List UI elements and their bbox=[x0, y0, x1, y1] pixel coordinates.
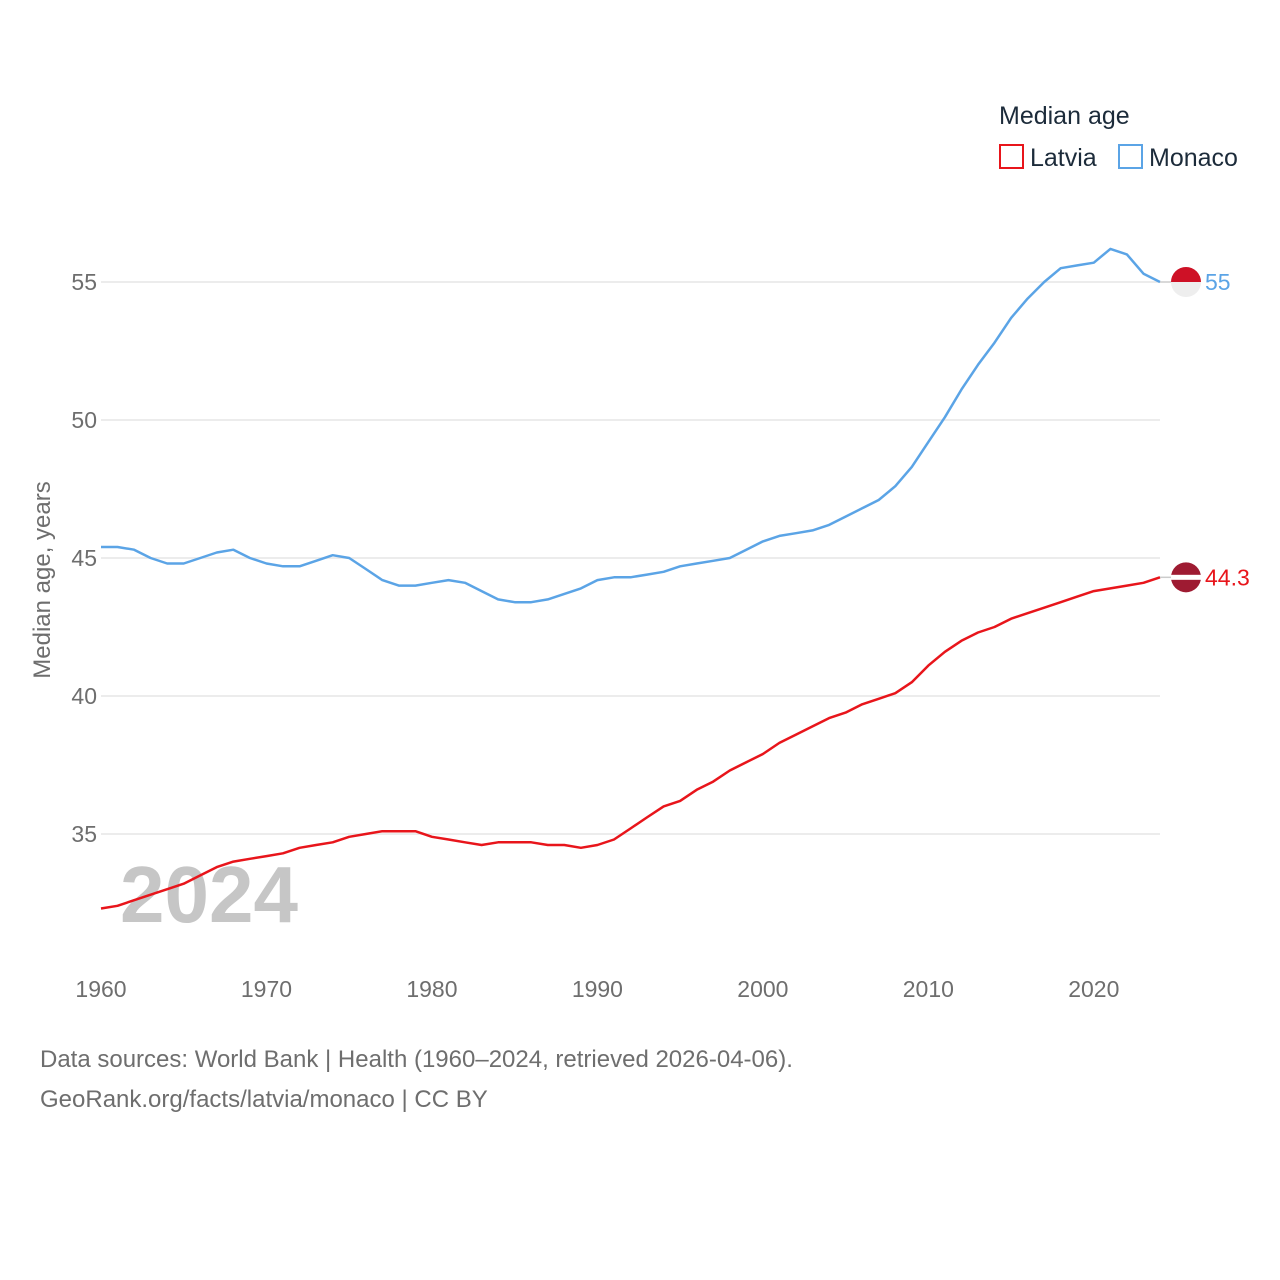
legend: Median age Latvia Monaco bbox=[999, 102, 1238, 172]
end-value-label-monaco: 55 bbox=[1205, 269, 1231, 295]
x-tick-label: 1980 bbox=[406, 976, 457, 1002]
legend-label-latvia[interactable]: Latvia bbox=[1030, 144, 1097, 172]
gridlines bbox=[101, 281, 1160, 835]
x-tick-label: 2000 bbox=[737, 976, 788, 1002]
latvia-flag-icon bbox=[1171, 562, 1201, 593]
y-tick-label: 45 bbox=[71, 545, 97, 571]
legend-swatch-monaco[interactable] bbox=[1118, 144, 1143, 169]
monaco-flag-icon bbox=[1171, 267, 1201, 297]
source-line-1: Data sources: World Bank | Health (1960–… bbox=[40, 1046, 793, 1073]
x-tick-label: 1970 bbox=[241, 976, 292, 1002]
series-end-markers: 44.3 55 bbox=[1160, 267, 1250, 593]
x-tick-label: 1960 bbox=[75, 976, 126, 1002]
x-tick-label: 1990 bbox=[572, 976, 623, 1002]
year-watermark: 2024 bbox=[120, 850, 298, 939]
y-axis-ticks: 35 40 45 50 55 bbox=[71, 269, 97, 847]
y-tick-label: 55 bbox=[71, 269, 97, 295]
y-tick-label: 35 bbox=[71, 821, 97, 847]
y-axis-label: Median age, years bbox=[29, 481, 56, 678]
end-value-label-latvia: 44.3 bbox=[1205, 564, 1250, 590]
x-tick-label: 2020 bbox=[1068, 976, 1119, 1002]
series-line-monaco[interactable] bbox=[101, 247, 1161, 604]
series-line-latvia[interactable] bbox=[100, 576, 1161, 910]
legend-title: Median age bbox=[999, 102, 1130, 130]
source-line-2[interactable]: GeoRank.org/facts/latvia/monaco | CC BY bbox=[40, 1086, 488, 1113]
series-lines bbox=[100, 247, 1161, 910]
y-tick-label: 50 bbox=[71, 407, 97, 433]
x-tick-label: 2010 bbox=[903, 976, 954, 1002]
source-note: Data sources: World Bank | Health (1960–… bbox=[40, 1040, 793, 1120]
legend-swatch-latvia[interactable] bbox=[999, 144, 1024, 169]
y-tick-label: 40 bbox=[71, 683, 97, 709]
x-axis-ticks: 1960 1970 1980 1990 2000 2010 2020 bbox=[75, 976, 1119, 1002]
legend-label-monaco[interactable]: Monaco bbox=[1149, 144, 1238, 172]
